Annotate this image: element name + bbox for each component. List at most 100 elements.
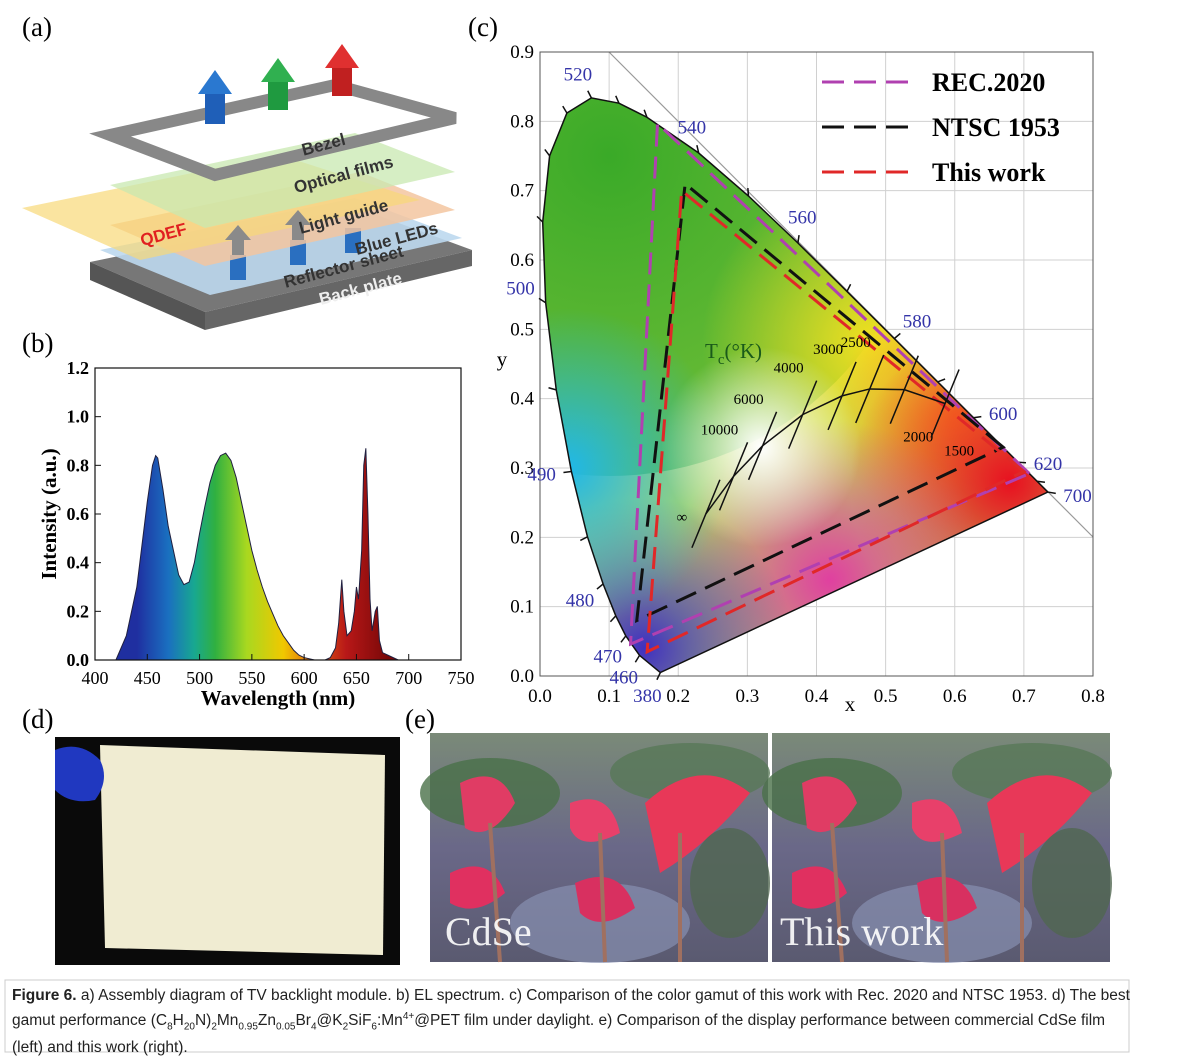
isotherm-label: 2500 [841, 335, 871, 351]
isotherm-label: 3000 [813, 342, 843, 358]
isotherm [718, 442, 749, 511]
caption: Figure 6. a) Assembly diagram of TV back… [12, 985, 1130, 1058]
caption-text: 0.05 [275, 1021, 296, 1033]
locus-tick [747, 187, 750, 197]
caption-text: Figure 6. [12, 987, 77, 1004]
caption-text: Mn [216, 1012, 239, 1030]
y-tick-label: 0.2 [510, 527, 534, 548]
locus-tick [579, 536, 588, 542]
x-tick-label: 0.5 [874, 686, 898, 707]
caption-text: @K [316, 1012, 343, 1030]
isotherm-label: 2000 [903, 430, 933, 446]
locus-tick [609, 615, 617, 623]
locus-tick [562, 105, 568, 114]
wavelength-label: 380 [633, 686, 662, 707]
isotherm-label: 6000 [734, 392, 764, 408]
isotherm-label: 10000 [701, 422, 739, 438]
locus-tick [596, 583, 604, 590]
y-tick-label: 0.2 [67, 601, 90, 621]
caption-text: H [172, 1012, 184, 1030]
wavelength-label: 600 [989, 404, 1018, 425]
tc-title-main: T [705, 339, 718, 363]
y-tick-label: 0.8 [67, 455, 90, 475]
wavelength-label: 560 [788, 207, 817, 228]
photo-label: CdSe [445, 909, 532, 954]
caption-text: 0.95 [238, 1021, 258, 1033]
x-tick-label: 0.6 [943, 686, 967, 707]
y-tick-label: 0.7 [510, 181, 534, 202]
y-tick-label: 0.4 [510, 389, 534, 410]
spectrum-area [115, 448, 399, 661]
locus-tick [656, 672, 662, 681]
y-tick-label: 0.1 [510, 597, 534, 618]
caption-text: a) Assembly diagram of TV backlight modu… [12, 987, 1130, 1030]
x-tick-label: 500 [186, 668, 213, 688]
display-photos: CdSe This work [418, 731, 1114, 965]
caption-text: 2 [211, 1021, 217, 1033]
locus-tick [797, 234, 800, 244]
panel-label: (e) [405, 704, 435, 734]
locus-tick [643, 109, 648, 118]
wavelength-label: 620 [1034, 454, 1063, 475]
y-tick-label: 1.2 [67, 358, 90, 378]
x-tick-label: 0.3 [736, 686, 760, 707]
locus-tick [538, 297, 547, 304]
caption-text: 20 [183, 1021, 195, 1033]
backlight-diagram: Bezel Optical films QDEF Light guide Blu… [22, 44, 472, 330]
legend-label: This work [932, 158, 1046, 187]
locus-tick [544, 149, 551, 157]
x-tick-label: 0.1 [597, 686, 621, 707]
panel-label: (a) [22, 12, 52, 42]
wavelength-label: 490 [527, 465, 556, 486]
isotherm [930, 369, 960, 438]
x-tick-label: 0.2 [666, 686, 690, 707]
locus-tick [536, 215, 544, 223]
y-tick-label: 0.6 [510, 250, 534, 271]
tc-title: Tc(°K) [705, 339, 762, 368]
y-tick-label: 0.0 [67, 650, 90, 670]
y-tick-label: 0.4 [67, 553, 90, 573]
spectrum-chart: 400 450 500 550 600 650 700 750 0.0 0.2 0.4 0.6 0.8 1… [37, 358, 475, 710]
planckian-locus [705, 388, 946, 515]
tc-title-sub: c [718, 352, 725, 368]
wavelength-label: 470 [593, 647, 622, 668]
tc-title-rest: (°K) [725, 339, 763, 363]
film-photo [55, 737, 400, 965]
x-tick-label: 600 [291, 668, 318, 688]
photo-label: This work [780, 909, 943, 954]
isotherm [691, 479, 721, 549]
isotherm [747, 411, 778, 481]
wavelength-label: 700 [1063, 486, 1092, 507]
y-axis-label: y [497, 347, 508, 371]
caption-text: 6 [371, 1021, 377, 1033]
x-tick-label: 0.4 [805, 686, 829, 707]
spectral-locus [541, 97, 1050, 674]
locus-tick [548, 387, 557, 391]
locus-tick [846, 283, 852, 292]
wavelength-label: 520 [564, 65, 593, 86]
isotherm-label: ∞ [677, 510, 688, 526]
locus-tick [893, 332, 901, 340]
x-axis-label: Wavelength (nm) [201, 686, 356, 710]
caption-text: SiF [348, 1012, 372, 1030]
x-tick-label: 400 [82, 668, 109, 688]
caption-text: 2 [342, 1021, 349, 1033]
locus-tick [1036, 480, 1046, 483]
legend-label: REC.2020 [932, 68, 1045, 97]
locus-tick [620, 635, 627, 643]
gamut-triangle [634, 180, 1006, 624]
plot-frame [539, 51, 1094, 677]
y-tick-label: 0.9 [510, 42, 534, 63]
locus-tick [563, 470, 572, 474]
gamut-triangle [645, 187, 1027, 655]
locus-tick [696, 145, 700, 154]
panel-label: (b) [22, 328, 53, 358]
y-tick-label: 0.8 [510, 111, 534, 132]
caption-text: Br [295, 1012, 311, 1030]
isotherm [827, 361, 857, 431]
x-tick-label: 0.0 [528, 686, 552, 707]
caption-text: 4+ [402, 1011, 415, 1022]
x-tick-label: 0.8 [1081, 686, 1105, 707]
